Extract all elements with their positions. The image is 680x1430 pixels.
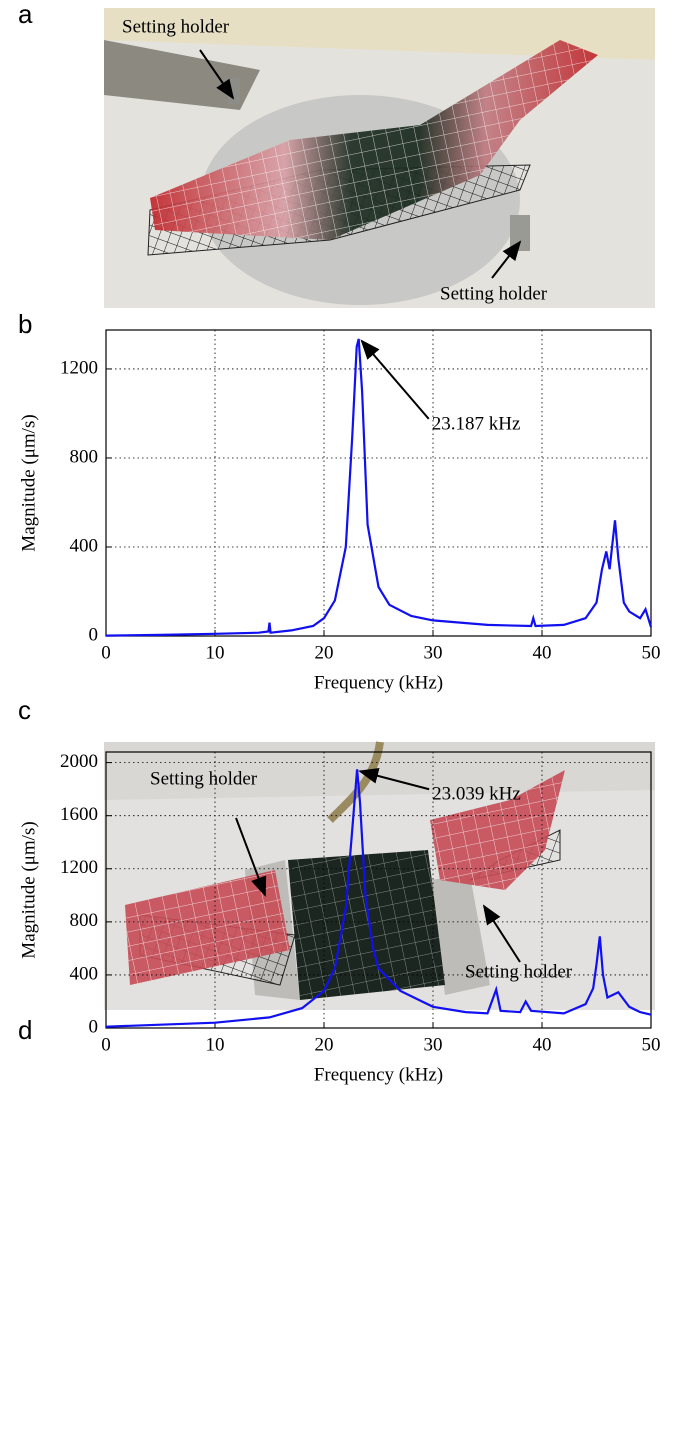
- photo-a: Setting holder Setting holder: [104, 8, 655, 308]
- x-tick-label: 40: [533, 1034, 552, 1055]
- y-tick-label: 400: [70, 963, 99, 984]
- photo-label: Setting holder: [465, 961, 573, 982]
- panel-label: a: [18, 0, 33, 29]
- data-line: [105, 338, 653, 637]
- photo-label: Setting holder: [122, 16, 230, 37]
- annotation-arrow: [360, 339, 430, 420]
- x-tick-label: 10: [206, 1034, 225, 1055]
- y-tick-label: 1600: [60, 804, 98, 825]
- y-tick-label: 800: [70, 446, 99, 467]
- annotation-arrow: [358, 768, 430, 791]
- y-tick-label: 400: [70, 535, 99, 556]
- y-tick-label: 0: [89, 624, 99, 645]
- x-tick-label: 20: [315, 642, 334, 663]
- y-tick-label: 800: [70, 910, 99, 931]
- y-tick-label: 2000: [60, 751, 98, 772]
- panel-label: b: [18, 309, 32, 339]
- x-tick-label: 40: [533, 642, 552, 663]
- photo-label: Setting holder: [150, 768, 258, 789]
- photo-label: Setting holder: [440, 283, 548, 304]
- y-tick-label: 1200: [60, 357, 98, 378]
- panel-label: c: [18, 695, 31, 725]
- annotation: 23.039 kHz: [432, 784, 521, 805]
- x-tick-label: 20: [315, 1034, 334, 1055]
- plot-frame: [105, 329, 652, 637]
- x-tick-label: 0: [101, 642, 111, 663]
- data-line: [105, 769, 652, 1028]
- x-tick-label: 50: [642, 1034, 661, 1055]
- x-axis-label: Frequency (kHz): [314, 672, 443, 693]
- y-tick-label: 0: [89, 1016, 99, 1037]
- y-axis-label: Magnitude (μm/s): [18, 821, 39, 958]
- y-axis-label: Magnitude (μm/s): [18, 414, 39, 551]
- x-tick-label: 50: [642, 642, 661, 663]
- x-tick-label: 30: [424, 642, 443, 663]
- annotation: 23.187 kHz: [432, 413, 521, 434]
- x-tick-label: 0: [101, 1034, 111, 1055]
- panel-label: d: [18, 1015, 32, 1045]
- plot-frame: [105, 751, 652, 1029]
- y-tick-label: 1200: [60, 857, 98, 878]
- x-tick-label: 30: [424, 1034, 443, 1055]
- x-axis-label: Frequency (kHz): [314, 1064, 443, 1085]
- x-tick-label: 10: [206, 642, 225, 663]
